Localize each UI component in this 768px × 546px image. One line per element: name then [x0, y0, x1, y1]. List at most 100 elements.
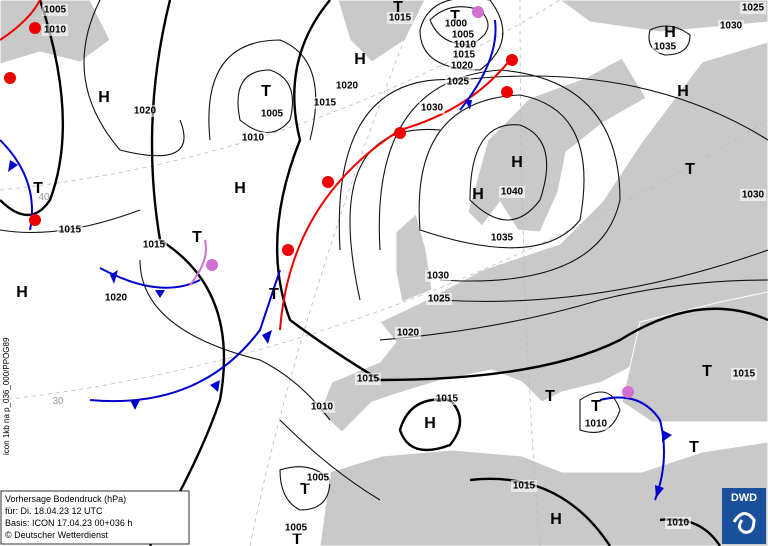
isobar-label-bg: [443, 18, 469, 30]
isobar: [429, 6, 489, 46]
isobar-label: 1010: [585, 419, 608, 430]
pressure-center: H: [472, 186, 484, 203]
warm-front-symbol: [501, 86, 513, 98]
pressure-center: T: [591, 398, 601, 415]
grid-label: 40: [38, 192, 50, 203]
warm-front-symbol: [394, 127, 406, 139]
cold-front-symbol: [465, 100, 472, 110]
isobar-label-bg: [718, 20, 744, 32]
pressure-center: H: [677, 83, 689, 100]
isobar-label-bg: [240, 132, 266, 144]
pressure-center: T: [192, 229, 202, 246]
pressure-center: H: [550, 511, 562, 528]
occluded-front-symbol: [472, 6, 484, 18]
isobar-label-bg: [419, 102, 445, 114]
isobar-label-bg: [511, 480, 537, 492]
warm-front: [279, 59, 511, 331]
cold-front-symbol: [110, 270, 118, 284]
isobar-label-bg: [434, 393, 460, 405]
isobar-label: 1015: [314, 98, 337, 109]
isobar-label-bg: [334, 80, 360, 92]
isobar-label-bg: [283, 522, 309, 534]
logo-box: [722, 488, 766, 544]
cold-front-symbol: [655, 485, 664, 498]
pressure-center: H: [424, 415, 436, 432]
isobar-label-bg: [57, 224, 83, 236]
pressure-center: T: [292, 531, 302, 546]
isobar-label: 1020: [336, 81, 359, 92]
pressure-center: H: [511, 154, 523, 171]
isobar-label-bg: [449, 60, 475, 72]
isobar-label: 1025: [742, 3, 765, 14]
pressure-center: T: [689, 439, 699, 456]
pressure-center: T: [685, 161, 695, 178]
pressure-center: T: [269, 286, 279, 303]
isobar-label-bg: [132, 105, 158, 117]
isobar-label-bg: [309, 401, 335, 413]
isobar-label: 1015: [59, 225, 82, 236]
isobar: [139, 259, 331, 421]
isobar-label-bg: [355, 373, 381, 385]
info-line: © Deutscher Wetterdienst: [5, 530, 109, 540]
isobar-label-bg: [489, 232, 515, 244]
isobar-label: 1005: [44, 5, 67, 16]
isobar-label: 1040: [501, 187, 524, 198]
isobar: [279, 419, 381, 501]
isobar-label-bg: [731, 368, 757, 380]
info-line: für: Di. 18.04.23 12 UTC: [5, 506, 103, 516]
pressure-center: H: [354, 51, 366, 68]
isobar: [83, 0, 185, 157]
isobar-label: 1005: [285, 523, 308, 534]
isobar: [469, 124, 548, 221]
grid-line: [0, 119, 768, 401]
isobar-label: 1020: [397, 328, 420, 339]
info-line: Basis: ICON 17.04.23 00+036 h: [5, 518, 132, 528]
pressure-center: T: [545, 388, 555, 405]
cold-front-symbol: [210, 380, 220, 392]
warm-front-symbol: [282, 244, 294, 256]
grid-line: [0, 0, 561, 191]
warm-front-symbol: [29, 22, 41, 34]
isobar-label-bg: [740, 189, 766, 201]
isobar-label: 1010: [454, 40, 477, 51]
isobar-label: 1030: [421, 103, 444, 114]
isobar-label: 1020: [134, 106, 157, 117]
isobar-label-bg: [740, 2, 766, 14]
isobar-label: 1015: [436, 394, 459, 405]
isobar-label-bg: [42, 4, 68, 16]
isobar-bold: [398, 398, 462, 452]
pressure-center: H: [664, 24, 676, 41]
logo-swirl: [732, 512, 756, 534]
warm-front-symbol: [29, 214, 41, 226]
pressure-center: T: [393, 0, 403, 16]
pressure-center: T: [450, 8, 460, 25]
pressure-center: T: [261, 83, 271, 100]
isobar-label: 1015: [389, 13, 412, 24]
isobar-label: 1025: [447, 77, 470, 88]
pressure-center: H: [234, 180, 246, 197]
warm-front-symbol: [322, 176, 334, 188]
isobar-label-bg: [259, 108, 285, 120]
warm-front-symbol: [506, 54, 518, 66]
cold-front-symbol: [8, 160, 18, 172]
land-uk: [395, 213, 433, 303]
isobar-label: 1000: [445, 19, 468, 30]
cold-front: [459, 19, 497, 111]
warm-front: [0, 0, 41, 41]
cold-front-symbol: [130, 400, 140, 410]
isobar-label: 1010: [311, 402, 334, 413]
info-line: Vorhersage Bodendruck (hPa): [5, 494, 126, 504]
isobar-label-bg: [652, 41, 678, 53]
isobar-label-bg: [499, 186, 525, 198]
isobar-label-bg: [451, 49, 477, 61]
cold-front-symbol: [155, 290, 165, 298]
pressure-center: T: [33, 180, 43, 197]
isobar-label: 1015: [143, 240, 166, 251]
isobar: [579, 391, 621, 434]
pressure-center: T: [300, 481, 310, 498]
cold-front: [89, 269, 281, 403]
isobar-label: 1035: [654, 42, 677, 53]
info-box: [0, 490, 190, 545]
